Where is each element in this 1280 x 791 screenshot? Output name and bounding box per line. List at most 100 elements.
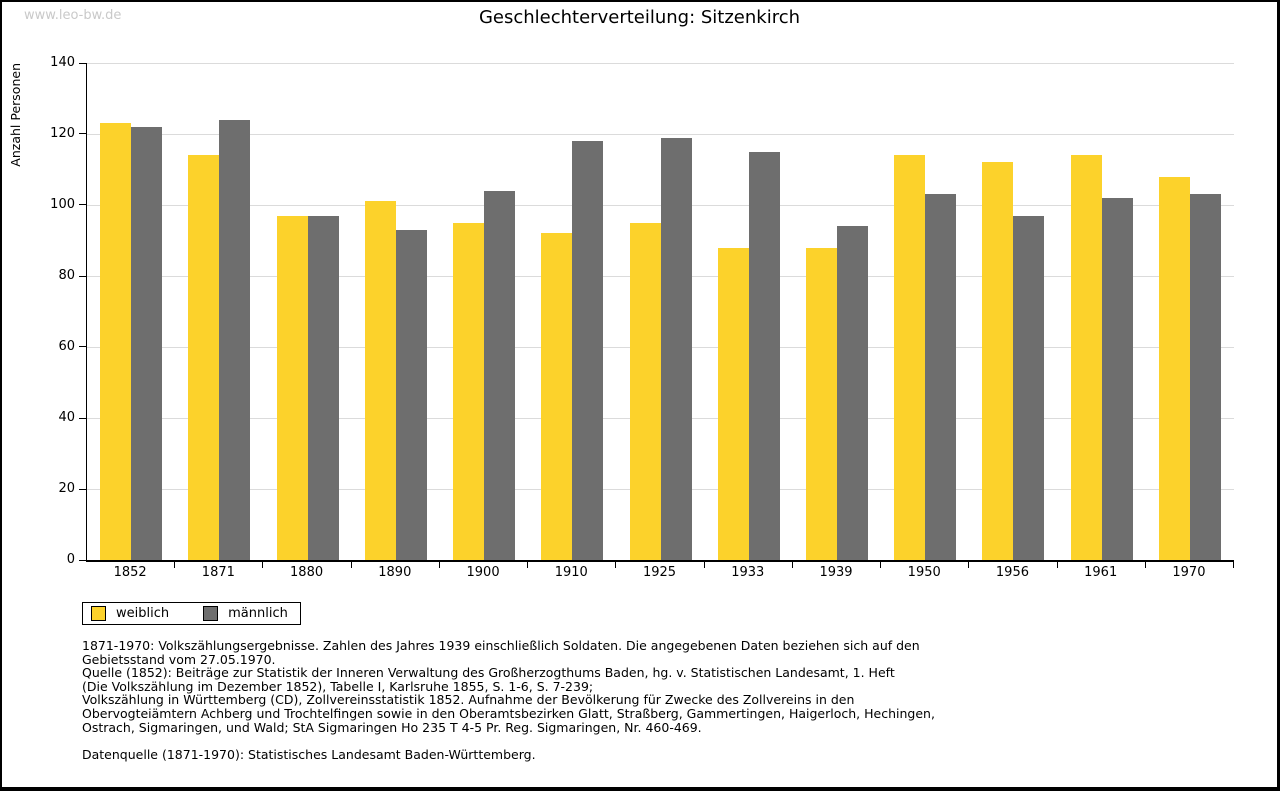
x-boundary-tick	[262, 562, 264, 568]
x-axis-label: 1880	[290, 565, 324, 580]
bar-männlich-1950	[925, 194, 957, 560]
y-tick-140	[79, 62, 87, 64]
x-axis-label: 1939	[819, 565, 853, 580]
bar-männlich-1880	[307, 215, 339, 560]
source-note-line: Gebietsstand vom 27.05.1970.	[82, 651, 276, 667]
y-axis-title: Anzahl Personen	[8, 63, 23, 167]
bar-weiblich-1956	[982, 162, 1014, 560]
watermark: www.leo-bw.de	[24, 8, 122, 23]
bar-männlich-1961	[1101, 197, 1133, 560]
source-note-line: (Die Volkszählung im Dezember 1852), Tab…	[82, 678, 594, 694]
bar-weiblich-1910	[541, 233, 573, 560]
x-axis-label: 1852	[113, 565, 147, 580]
bar-männlich-1852	[131, 126, 163, 560]
legend-item-weiblich: weiblich	[91, 606, 169, 621]
x-axis-label: 1956	[995, 565, 1029, 580]
x-axis-label: 1871	[201, 565, 235, 580]
category-group-1852	[87, 63, 175, 560]
category-group-1939	[793, 63, 881, 560]
bar-weiblich-1970	[1158, 176, 1190, 560]
bar-weiblich-1890	[364, 201, 396, 560]
x-boundary-tick	[615, 562, 617, 568]
bar-weiblich-1900	[453, 222, 485, 560]
source-note-line: Obervogteiämtern Achberg und Trochtelfin…	[82, 705, 935, 721]
category-group-1970	[1146, 63, 1234, 560]
x-axis-label: 1925	[642, 565, 677, 580]
y-tick-20	[79, 488, 87, 490]
x-boundary-tick	[703, 562, 705, 568]
x-axis-label: 1890	[378, 565, 412, 580]
x-axis-label: 1900	[466, 565, 500, 580]
source-note-line: Ostrach, Sigmaringen, und Wald; StA Sigm…	[82, 719, 702, 735]
x-boundary-tick	[968, 562, 970, 568]
x-axis-label: 1933	[731, 565, 765, 580]
legend-item-männlich: männlich	[203, 606, 288, 621]
bar-männlich-1890	[395, 229, 427, 560]
bar-weiblich-1950	[894, 155, 926, 560]
category-group-1880	[263, 63, 351, 560]
gridline-100	[87, 205, 1234, 206]
category-group-1950	[881, 63, 969, 560]
y-tick-100	[79, 204, 87, 206]
y-tick-label: 40	[58, 410, 75, 425]
x-axis-label: 1970	[1172, 565, 1206, 580]
y-tick-label: 100	[50, 196, 75, 212]
category-group-1933	[705, 63, 793, 560]
source-note-line: Volkszählung in Württemberg (CD), Zollve…	[82, 692, 855, 708]
bar-weiblich-1961	[1070, 155, 1102, 560]
x-boundary-tick	[880, 562, 882, 568]
x-boundary-tick	[1144, 562, 1146, 568]
x-boundary-tick	[350, 562, 352, 568]
bar-männlich-1925	[660, 137, 692, 560]
bar-weiblich-1852	[100, 123, 132, 560]
bar-weiblich-1933	[717, 247, 749, 560]
x-boundary-tick	[1233, 562, 1234, 568]
x-axis-label: 1910	[554, 565, 588, 580]
bar-männlich-1956	[1013, 215, 1045, 560]
gridline-140	[87, 63, 1234, 64]
bar-männlich-1910	[572, 141, 604, 560]
source-notes: 1871-1970: Volkszählungsergebnisse. Zahl…	[82, 639, 1202, 761]
y-tick-label: 60	[58, 338, 75, 354]
plot-area: 0 20 40 60 80 100 120 140	[50, 55, 1234, 568]
legend: weiblich männlich	[82, 602, 301, 625]
bar-männlich-1939	[836, 226, 868, 560]
bar-weiblich-1939	[805, 247, 837, 560]
source-note-line: 1871-1970: Volkszählungsergebnisse. Zahl…	[82, 638, 920, 653]
category-group-1961	[1058, 63, 1146, 560]
x-axis-labels: 1852 1871 1880 1890 1900 1910 1925 1933 1939 1950…	[86, 565, 1233, 580]
category-group-1956	[969, 63, 1057, 560]
y-tick-80	[79, 275, 87, 277]
x-axis-label: 1961	[1084, 565, 1118, 580]
bar-weiblich-1880	[276, 215, 308, 560]
bar-männlich-1871	[219, 119, 251, 560]
bar-weiblich-1925	[629, 222, 661, 560]
y-tick-label: 80	[58, 268, 75, 283]
category-group-1925	[616, 63, 704, 560]
legend-swatch-männlich	[203, 606, 219, 621]
bar-series	[87, 63, 1234, 560]
gridline-120	[87, 134, 1234, 135]
datasource-note: Datenquelle (1871-1970): Statistisches L…	[82, 746, 536, 762]
legend-label: männlich	[228, 606, 288, 621]
bar-männlich-1933	[748, 151, 780, 560]
y-tick-label: 140	[50, 55, 75, 70]
bar-weiblich-1871	[188, 155, 220, 560]
x-boundary-tick	[791, 562, 793, 568]
category-group-1890	[352, 63, 440, 560]
y-tick-120	[79, 133, 87, 135]
y-tick-0	[79, 559, 87, 561]
legend-swatch-weiblich	[91, 606, 106, 621]
source-note-line: Quelle (1852): Beiträge zur Statistik de…	[82, 665, 895, 681]
y-tick-label: 20	[58, 481, 75, 496]
x-boundary-tick	[1056, 562, 1058, 568]
bar-männlich-1970	[1189, 194, 1221, 560]
chart-title: Geschlechterverteilung: Sitzenkirch	[478, 7, 801, 28]
category-group-1871	[175, 63, 263, 560]
y-tick-40	[79, 417, 87, 419]
x-boundary-tick	[438, 562, 440, 568]
x-axis-label: 1950	[907, 565, 941, 580]
x-boundary-tick	[174, 562, 176, 568]
legend-label: weiblich	[116, 606, 170, 621]
